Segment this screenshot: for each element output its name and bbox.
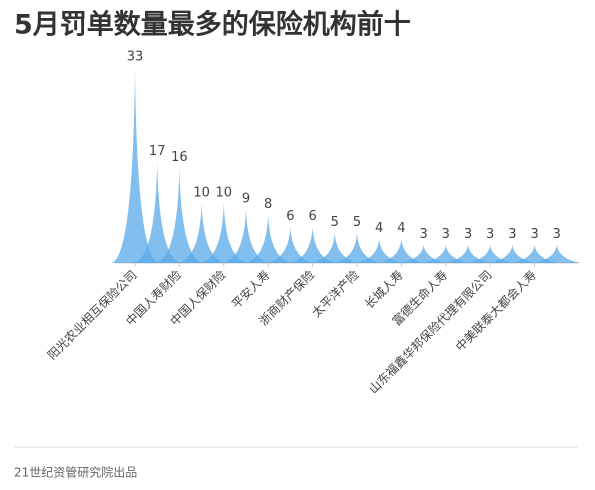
spike	[155, 168, 204, 263]
spike	[466, 245, 515, 263]
value-label: 3	[486, 227, 494, 242]
value-label: 5	[353, 215, 361, 230]
value-label: 4	[375, 221, 383, 236]
spike	[244, 215, 293, 263]
spike	[199, 203, 248, 263]
value-label: 6	[286, 209, 294, 224]
value-label: 10	[216, 185, 233, 200]
spike	[510, 245, 559, 263]
spike	[355, 239, 404, 263]
spike	[288, 227, 337, 263]
spike	[266, 227, 315, 263]
spike	[111, 68, 159, 263]
x-tick-label: 平安人寿	[228, 267, 273, 312]
spike	[133, 162, 182, 263]
value-label: 9	[242, 191, 250, 206]
spike	[310, 233, 359, 263]
spike	[488, 245, 537, 263]
value-label: 17	[149, 144, 166, 159]
value-label: 4	[397, 221, 405, 236]
spike	[377, 239, 426, 263]
value-label: 33	[127, 50, 144, 65]
x-tick-label: 中美联泰大都会人寿	[452, 267, 539, 354]
x-tick-label: 太平洋产险	[309, 267, 362, 320]
spike	[532, 245, 581, 263]
chart-title: 5月罚单数量最多的保险机构前十	[14, 9, 411, 41]
x-tick-label: 阳光农业相互保险公司	[44, 267, 139, 362]
spike	[444, 245, 492, 263]
value-label: 5	[331, 215, 339, 230]
value-label: 3	[530, 227, 538, 242]
x-tick-label: 长城人寿	[362, 268, 406, 312]
value-label: 10	[193, 185, 210, 200]
value-label: 3	[419, 227, 427, 242]
spike	[421, 245, 470, 263]
value-label: 3	[553, 227, 561, 242]
value-label: 3	[464, 227, 472, 242]
value-label: 3	[508, 227, 516, 242]
spike	[177, 203, 226, 263]
source: 21世纪资管研究院出品	[14, 465, 137, 480]
value-label: 3	[442, 227, 450, 242]
spike	[399, 245, 448, 263]
spike	[222, 209, 270, 263]
value-label: 6	[308, 209, 316, 224]
value-label: 8	[264, 197, 272, 212]
value-label: 16	[171, 150, 188, 165]
spike	[333, 233, 381, 263]
